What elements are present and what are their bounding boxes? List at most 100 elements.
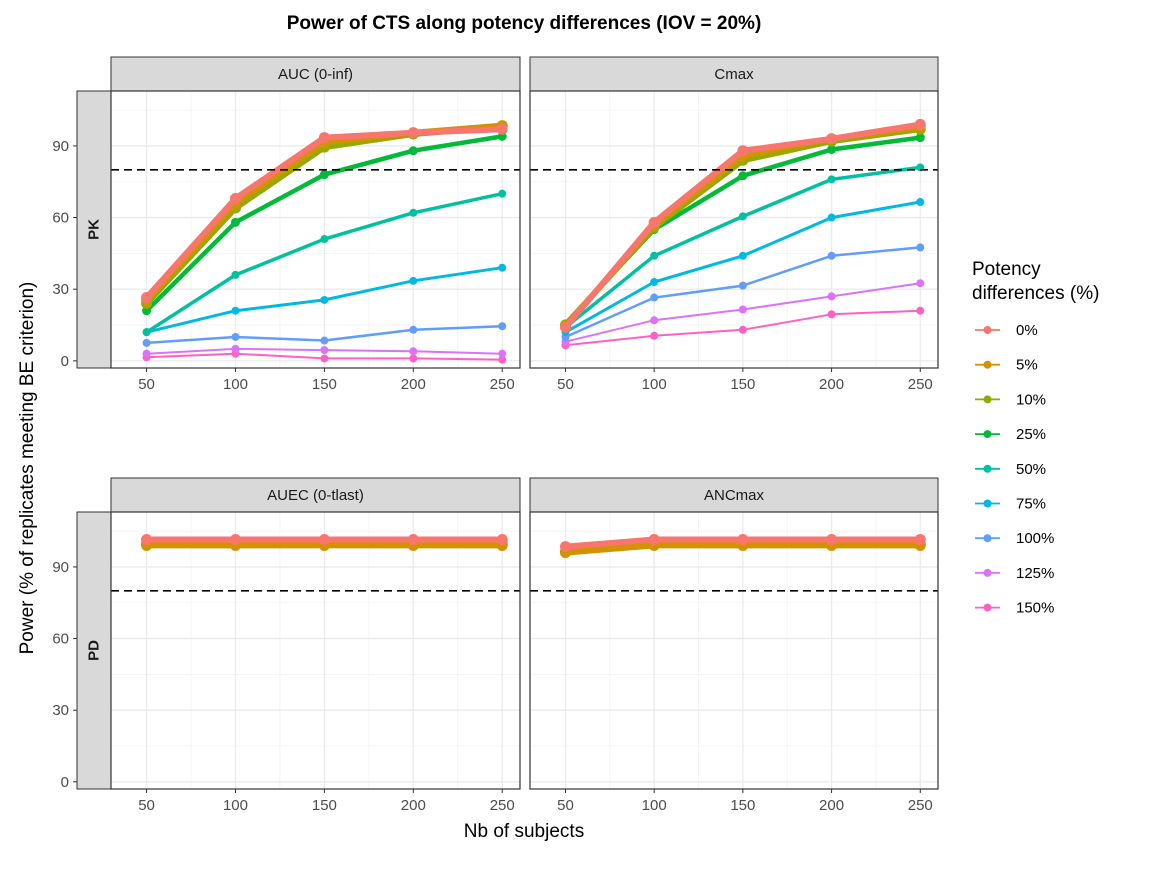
data-point — [142, 349, 151, 358]
panel-strip-title: ANCmax — [704, 487, 765, 504]
legend-item-label: 10% — [1016, 391, 1046, 408]
row-strip-label-pk: PK — [86, 219, 103, 240]
data-point — [320, 346, 329, 355]
data-point — [916, 198, 925, 207]
panel-border — [110, 511, 521, 790]
y-tick-label: 30 — [52, 702, 69, 719]
data-point — [318, 533, 330, 545]
x-tick-label: 150 — [730, 376, 755, 393]
data-point — [650, 316, 659, 325]
legend-item-125pct: 125% — [975, 565, 1054, 582]
legend-item-label: 25% — [1016, 426, 1046, 443]
x-tick-label: 100 — [223, 797, 248, 814]
data-point — [498, 189, 507, 198]
x-tick-label: 50 — [557, 376, 574, 393]
legend-item-label: 150% — [1016, 600, 1054, 617]
legend-item-label: 5% — [1016, 357, 1038, 374]
data-point — [826, 133, 838, 145]
panel-background — [111, 512, 520, 789]
data-point — [320, 235, 329, 244]
panel-strip-title: AUEC (0-tlast) — [267, 487, 364, 504]
series-50pct — [142, 189, 507, 337]
legend-item-150pct: 150% — [975, 600, 1054, 617]
x-tick-label: 50 — [557, 797, 574, 814]
data-point — [827, 145, 837, 155]
data-point — [648, 216, 660, 228]
data-point — [409, 354, 418, 363]
legend-item-10pct: 10% — [975, 391, 1046, 408]
legend: Potency differences (%) 0% 5% 10% 25% 50% 75%… — [972, 259, 1099, 617]
data-point — [498, 263, 507, 272]
data-point — [737, 145, 749, 157]
x-tick-label: 100 — [642, 376, 667, 393]
x-tick-label: 200 — [401, 797, 426, 814]
panel-background — [530, 512, 938, 789]
legend-key-point — [983, 464, 992, 473]
legend-item-25pct: 25% — [975, 426, 1046, 443]
data-point — [231, 344, 240, 353]
data-point — [827, 175, 836, 184]
legend-item-label: 100% — [1016, 530, 1054, 547]
legend-item-75pct: 75% — [975, 496, 1046, 513]
data-point — [914, 533, 926, 545]
series-0pct — [141, 123, 508, 304]
panel-strip — [529, 56, 939, 92]
panel-border — [529, 511, 939, 790]
x-tick-label: 150 — [312, 797, 337, 814]
panel-strip-title: AUC (0-inf) — [278, 66, 353, 83]
data-point — [650, 331, 659, 340]
series-150pct — [561, 306, 925, 350]
legend-item-label: 125% — [1016, 565, 1054, 582]
panel-auec-0-tlast: AUEC (0-tlast) 50 100 150 200 250 0 30 60 90 — [52, 477, 521, 814]
data-point — [229, 533, 241, 545]
panel-auc-0-inf: AUC (0-inf) 50 100 150 200 250 0 30 60 90 — [52, 56, 521, 393]
data-point — [496, 533, 508, 545]
data-point — [230, 217, 240, 227]
y-tick-label: 90 — [52, 559, 69, 576]
data-point — [409, 325, 418, 334]
data-point — [142, 338, 151, 347]
legend-item-0pct: 0% — [975, 322, 1038, 339]
data-point — [827, 310, 836, 319]
legend-key-point — [983, 568, 992, 577]
legend-item-50pct: 50% — [975, 461, 1046, 478]
legend-title-line-2: differences (%) — [972, 283, 1099, 304]
legend-item-100pct: 100% — [975, 530, 1054, 547]
data-point — [407, 533, 419, 545]
row-strip-pd — [76, 511, 112, 790]
legend-item-label: 50% — [1016, 461, 1046, 478]
x-tick-label: 250 — [908, 376, 933, 393]
data-point — [827, 213, 836, 222]
data-point — [650, 251, 659, 260]
legend-key-point — [983, 360, 992, 369]
x-tick-label: 200 — [819, 797, 844, 814]
y-tick-label: 0 — [61, 353, 69, 370]
panel-strip — [529, 477, 939, 513]
panel-strip — [110, 56, 521, 92]
x-tick-label: 250 — [490, 376, 515, 393]
legend-item-label: 0% — [1016, 322, 1038, 339]
y-tick-label: 30 — [52, 281, 69, 298]
row-strip-pk — [76, 90, 112, 369]
data-point — [407, 127, 419, 139]
data-point — [738, 171, 748, 181]
data-point — [738, 212, 747, 221]
data-point — [229, 192, 241, 204]
legend-key-point — [983, 534, 992, 543]
data-point — [650, 278, 659, 287]
row-strip-label-pd: PD — [86, 640, 103, 661]
panel-cmax: Cmax 50 100 150 200 250 — [529, 56, 939, 393]
data-point — [320, 354, 329, 363]
data-point — [559, 541, 571, 553]
data-point — [498, 322, 507, 331]
data-point — [915, 133, 925, 143]
data-point — [826, 533, 838, 545]
data-point — [231, 332, 240, 341]
panel-strip — [110, 477, 521, 513]
data-point — [141, 533, 153, 545]
x-tick-label: 100 — [223, 376, 248, 393]
data-point — [737, 533, 749, 545]
panel-ancmax: ANCmax 50 100 150 200 250 — [529, 477, 939, 814]
